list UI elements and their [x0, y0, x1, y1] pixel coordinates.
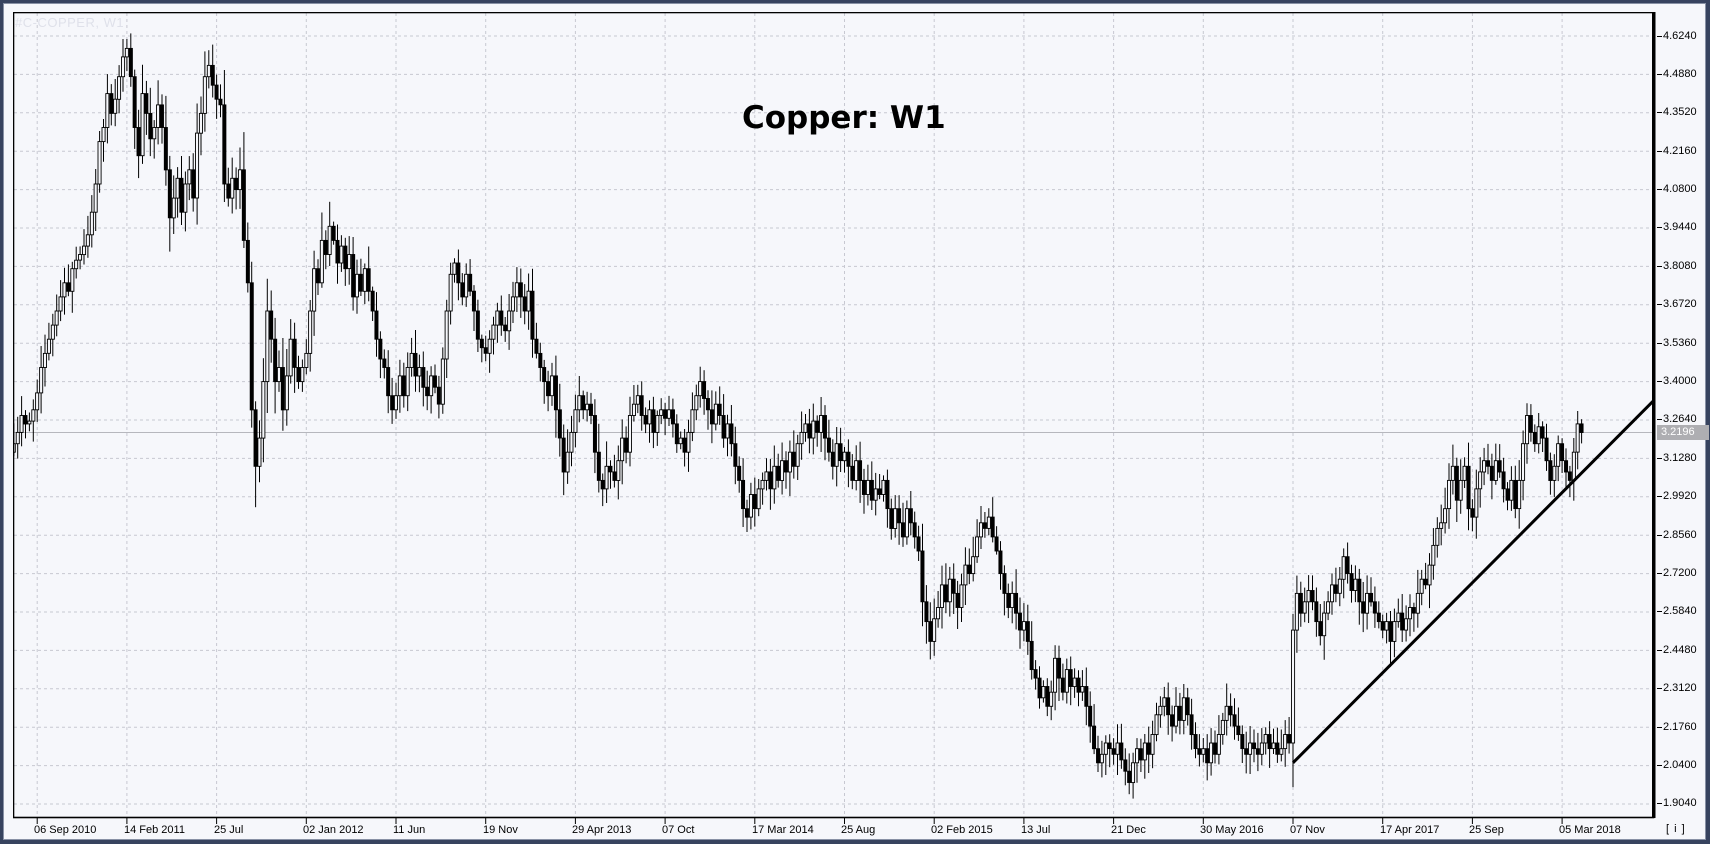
date-label: 05 Mar 2018 — [1559, 824, 1621, 836]
date-label: 14 Feb 2011 — [124, 824, 185, 836]
price-axis-label: 4.0800 — [1657, 183, 1710, 196]
price-chart-plot[interactable] — [13, 12, 1657, 825]
date-label: 21 Dec — [1111, 824, 1146, 836]
date-label: 02 Feb 2015 — [931, 824, 993, 836]
symbol-watermark: #C-COPPER, W1 — [15, 15, 125, 30]
price-axis-label: 2.4480 — [1657, 644, 1710, 657]
chart-surface[interactable]: #C-COPPER, W1 Copper: W1 4.6240 4.4880 4.3… — [4, 4, 1709, 839]
price-axis-label: 4.3520 — [1657, 106, 1710, 119]
chart-title-text: Copper: W1 — [742, 100, 946, 136]
date-label: 02 Jan 2012 — [303, 824, 364, 836]
price-axis-border — [1652, 12, 1656, 818]
price-axis-label: 2.3120 — [1657, 682, 1710, 695]
date-label: 11 Jun — [393, 824, 426, 836]
price-axis-label: 2.0400 — [1657, 759, 1710, 772]
date-label: 25 Sep — [1469, 824, 1504, 836]
date-label: 30 May 2016 — [1200, 824, 1264, 836]
price-axis-label: 2.5840 — [1657, 605, 1710, 618]
price-axis-label: 2.9920 — [1657, 490, 1710, 503]
price-axis-label: 2.7200 — [1657, 567, 1710, 580]
date-label: 07 Nov — [1290, 824, 1325, 836]
date-label: 25 Aug — [841, 824, 876, 836]
date-label: 07 Oct — [662, 824, 695, 836]
date-label: 06 Sep 2010 — [34, 824, 97, 836]
price-axis-label: 3.4000 — [1657, 375, 1710, 388]
price-axis-label: 3.6720 — [1657, 298, 1710, 311]
date-label: 19 Nov — [483, 824, 518, 836]
price-axis-label: 3.5360 — [1657, 337, 1710, 350]
price-axis-label: 3.8080 — [1657, 260, 1710, 273]
gridlines — [14, 13, 1652, 824]
price-axis-label: 4.6240 — [1657, 30, 1710, 43]
price-axis-label: 2.1760 — [1657, 721, 1710, 734]
price-axis-label: 3.2640 — [1657, 413, 1710, 426]
trendline[interactable] — [1291, 399, 1655, 764]
chart-window-frame: #C-COPPER, W1 Copper: W1 4.6240 4.4880 4.3… — [3, 3, 1709, 840]
date-label: 17 Apr 2017 — [1380, 824, 1440, 836]
date-label: 29 Apr 2013 — [572, 824, 632, 836]
price-axis-label: 4.2160 — [1657, 145, 1710, 158]
price-axis-label: 3.1280 — [1657, 452, 1710, 465]
current-price-tag: 3.2196 — [1657, 425, 1709, 440]
price-axis-label: 4.4880 — [1657, 68, 1710, 81]
time-scale-icon[interactable]: [ i ] — [1666, 823, 1686, 835]
price-axis-label: 2.8560 — [1657, 529, 1710, 542]
candlestick-series — [13, 33, 1584, 799]
price-axis-label: 1.9040 — [1657, 797, 1710, 810]
price-axis-label: 3.9440 — [1657, 221, 1710, 234]
date-label: 17 Mar 2014 — [752, 824, 814, 836]
date-label: 25 Jul — [214, 824, 244, 836]
date-label: 13 Jul — [1021, 824, 1051, 836]
